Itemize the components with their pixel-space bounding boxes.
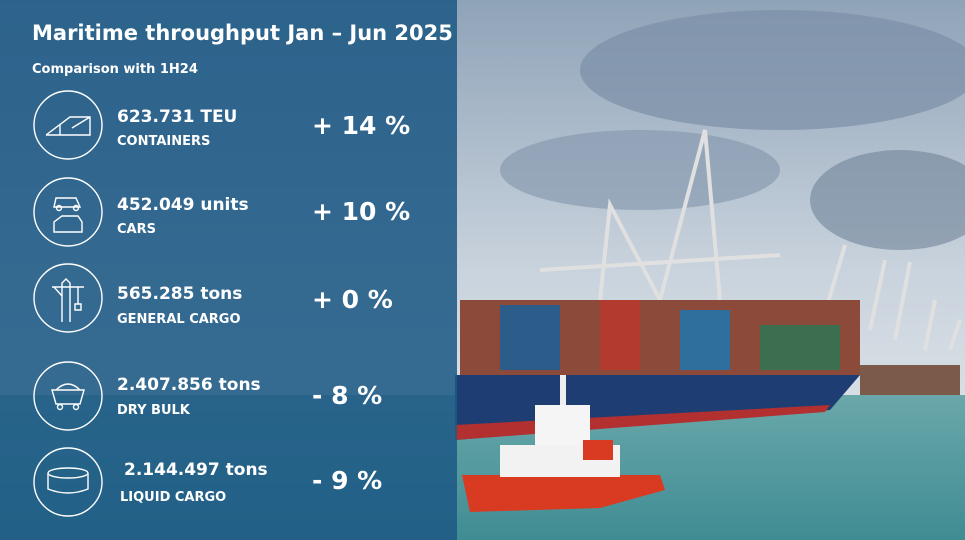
subtitle: Comparison with 1H24 — [32, 62, 198, 77]
value: 623.731 TEU — [117, 107, 237, 127]
row: 565.285 tons GENERAL CARGO + 0 % — [33, 263, 393, 333]
change: - 8 % — [312, 381, 382, 410]
value: 565.285 tons — [117, 284, 242, 304]
value: 2.407.856 tons — [117, 375, 261, 395]
value: 2.144.497 tons — [124, 460, 268, 480]
panel — [0, 0, 457, 540]
row: 452.049 units CARS + 10 % — [33, 177, 410, 247]
label: DRY BULK — [117, 403, 191, 418]
value: 452.049 units — [117, 195, 249, 215]
label: LIQUID CARGO — [120, 490, 226, 505]
change: + 10 % — [312, 197, 410, 226]
label: CARS — [117, 222, 156, 237]
change: + 14 % — [312, 111, 410, 140]
change: + 0 % — [312, 285, 393, 314]
row: 2.144.497 tons LIQUID CARGO - 9 % — [33, 447, 382, 517]
change: - 9 % — [312, 466, 382, 495]
row: 623.731 TEU CONTAINERS + 14 % — [33, 90, 410, 160]
label: GENERAL CARGO — [117, 312, 241, 327]
label: CONTAINERS — [117, 134, 210, 149]
title: Maritime throughput Jan – Jun 2025 — [32, 21, 453, 45]
row: 2.407.856 tons DRY BULK - 8 % — [33, 361, 382, 431]
